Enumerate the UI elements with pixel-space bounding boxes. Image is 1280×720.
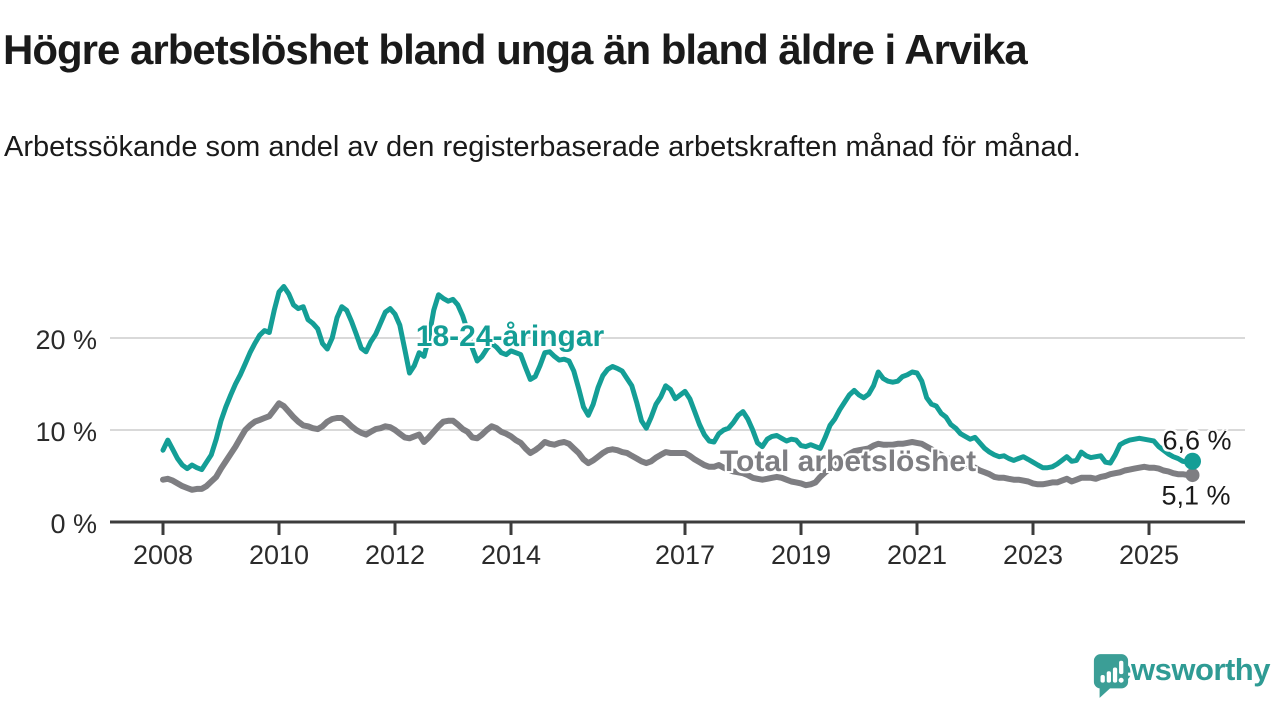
end-value-label-total: 5,1 % xyxy=(1161,480,1231,511)
series-label-young: 18-24-åringar xyxy=(415,320,605,353)
chart-subtitle: Arbetssökande som andel av den registerb… xyxy=(4,131,1081,163)
newsworthy-logo-icon xyxy=(1094,654,1129,698)
x-axis-label-2025: 2025 xyxy=(1118,540,1180,570)
y-axis-label-10: 10 % xyxy=(35,417,97,447)
series-end-dot-total xyxy=(1185,468,1200,483)
x-axis-label-2019: 2019 xyxy=(770,540,832,570)
series-line-young xyxy=(160,284,1195,473)
page-title: Högre arbetslöshet bland unga än bland ä… xyxy=(3,26,1028,73)
x-axis-label-2017: 2017 xyxy=(654,540,716,570)
series-end-dot-young xyxy=(1184,452,1201,470)
x-axis-label-2010: 2010 xyxy=(248,540,310,570)
end-value-label-young: 6,6 % xyxy=(1162,425,1232,456)
series-line-total xyxy=(160,400,1196,493)
x-axis-label-2014: 2014 xyxy=(480,540,542,570)
x-axis-label-2012: 2012 xyxy=(364,540,426,570)
x-axis-label-2021: 2021 xyxy=(886,540,948,570)
series-label-total: Total arbetslöshet xyxy=(719,445,977,478)
y-axis-label-0: 0 % xyxy=(50,509,97,539)
x-axis-label-2023: 2023 xyxy=(1002,540,1064,570)
y-axis-label-20: 20 % xyxy=(35,325,97,355)
newsworthy-logo: Newsworthy xyxy=(1092,652,1270,698)
x-axis-label-2008: 2008 xyxy=(132,540,194,570)
